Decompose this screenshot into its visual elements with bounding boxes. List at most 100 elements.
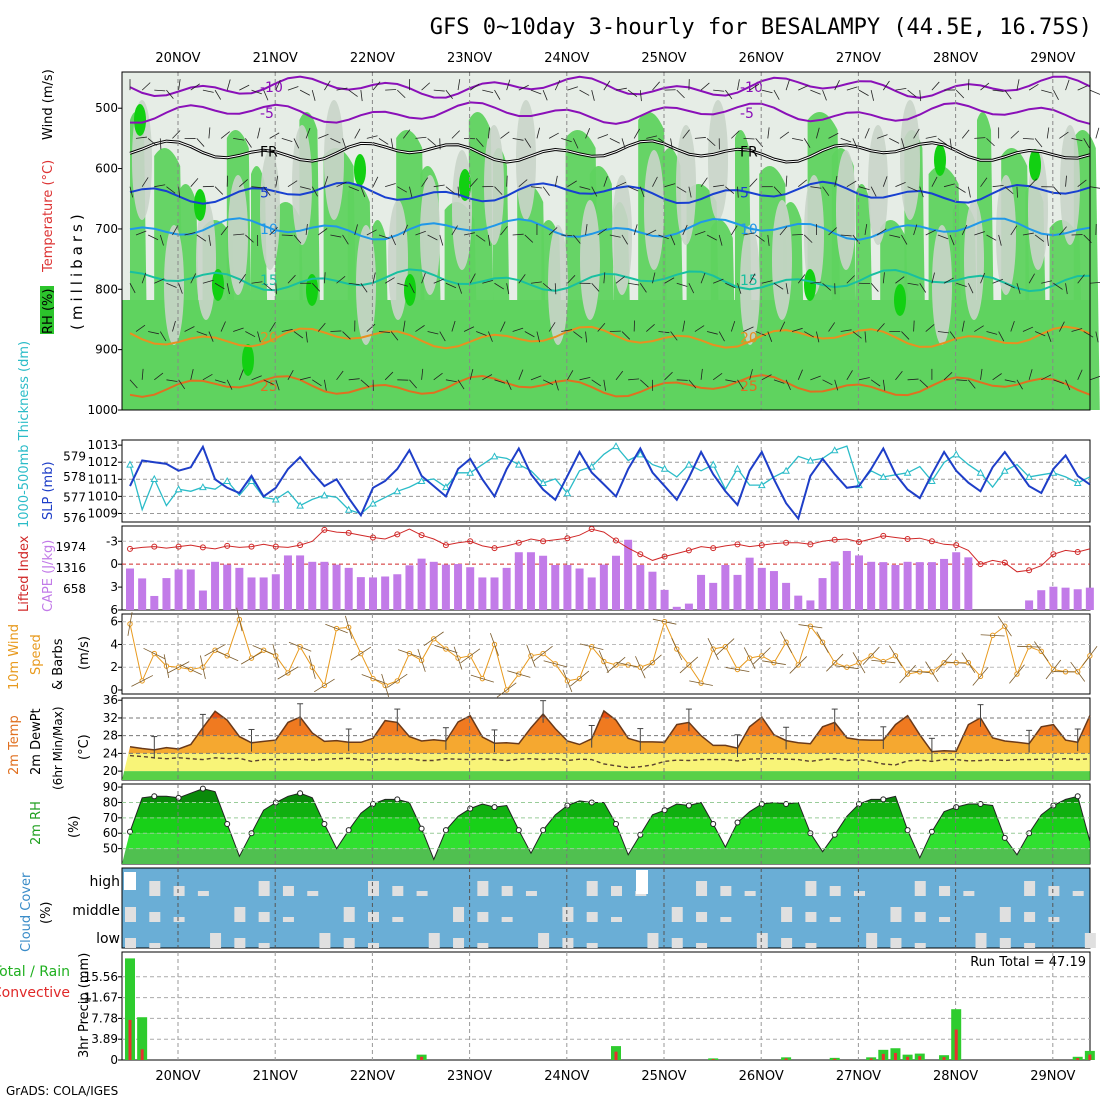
wind-barb bbox=[469, 273, 476, 284]
wind-barb bbox=[1059, 321, 1065, 332]
wind-barb bbox=[236, 607, 243, 632]
precip-conv-bar bbox=[918, 1056, 922, 1060]
wind-barb bbox=[342, 234, 349, 245]
wind-barb bbox=[834, 80, 840, 91]
wind-barb bbox=[664, 371, 673, 381]
cloud-bar bbox=[890, 907, 902, 922]
footer-credit: GrADS: COLA/IGES bbox=[6, 1084, 118, 1098]
wind-barb bbox=[1089, 89, 1100, 95]
wind-barb bbox=[220, 321, 226, 332]
bottom-date-label: 24NOV bbox=[544, 1069, 589, 1084]
cape-bar bbox=[235, 567, 244, 610]
wind-barb bbox=[949, 234, 955, 246]
thickness-point bbox=[320, 491, 329, 499]
wind-barb bbox=[943, 372, 953, 381]
cape-bar bbox=[636, 565, 645, 610]
wind-barb bbox=[895, 276, 905, 284]
wind-barb bbox=[336, 276, 346, 284]
cloud-bar bbox=[368, 881, 379, 896]
tick-label: 80 bbox=[103, 795, 118, 809]
wind-ylabel-1: 10m Wind bbox=[7, 624, 22, 690]
wind-barb bbox=[676, 89, 685, 99]
wind-barb bbox=[178, 283, 183, 294]
thickness-point bbox=[490, 452, 499, 460]
rh-point bbox=[661, 807, 668, 814]
wind-barb bbox=[1046, 127, 1050, 139]
li-point bbox=[758, 542, 765, 549]
wind-barb bbox=[925, 661, 939, 683]
wind-barb bbox=[1034, 331, 1046, 337]
tick-label: 6 bbox=[110, 615, 118, 629]
wind-barb bbox=[409, 283, 415, 294]
li-point bbox=[151, 543, 158, 550]
wind-barb bbox=[1065, 175, 1067, 187]
wind-barb bbox=[345, 615, 353, 640]
wind-barb bbox=[360, 186, 366, 198]
wind-barb bbox=[718, 234, 723, 246]
wind-barb bbox=[500, 131, 510, 139]
wind-barb bbox=[415, 136, 427, 139]
wind-barb bbox=[451, 225, 458, 236]
cape-bar bbox=[211, 561, 220, 610]
wind-barb bbox=[749, 369, 753, 380]
contour-label: 10 bbox=[260, 222, 278, 238]
wind-barb bbox=[852, 331, 862, 339]
wind-barb bbox=[208, 127, 211, 139]
rh-point bbox=[734, 819, 741, 826]
wind-barb bbox=[1041, 374, 1052, 381]
wind-barb bbox=[342, 138, 347, 149]
wind-barb bbox=[707, 638, 719, 660]
cape-bar bbox=[417, 558, 426, 610]
wind-barb bbox=[554, 379, 559, 391]
rh-high-patch bbox=[459, 169, 471, 201]
wind-barb bbox=[1045, 659, 1062, 680]
wind-barb bbox=[633, 224, 638, 236]
wind-barb bbox=[725, 282, 736, 289]
wind-barb bbox=[469, 178, 478, 187]
wind-barb bbox=[202, 373, 213, 381]
li-point bbox=[564, 535, 571, 542]
cloud-bar bbox=[343, 907, 355, 922]
wind-barb bbox=[913, 128, 920, 139]
wind-barb bbox=[743, 647, 756, 669]
cape-bar bbox=[672, 606, 681, 610]
cloud-bar bbox=[1024, 943, 1036, 948]
wind-barb bbox=[737, 283, 742, 294]
thickness-point bbox=[733, 464, 742, 472]
cloud-bar bbox=[963, 891, 975, 896]
rh-gray-patch bbox=[548, 225, 568, 345]
wind-barb bbox=[524, 138, 532, 148]
cape-tick-label: 1974 bbox=[55, 540, 86, 554]
wind-barb bbox=[190, 369, 194, 380]
rh-high-patch bbox=[404, 274, 416, 306]
cloud-bar bbox=[1048, 886, 1060, 896]
wind-barb bbox=[159, 331, 167, 342]
wind-barb bbox=[658, 138, 668, 145]
wind-barb bbox=[1089, 375, 1100, 381]
wind-barb bbox=[797, 369, 803, 380]
wind-barb bbox=[324, 379, 327, 391]
rh-point bbox=[831, 831, 838, 838]
thickness-tick-label: 577 bbox=[63, 490, 86, 504]
wind-barb bbox=[1083, 138, 1090, 149]
wind-barb bbox=[882, 80, 890, 91]
wind-barb bbox=[706, 234, 717, 241]
wind-barb bbox=[961, 652, 976, 673]
wind-barb bbox=[220, 226, 229, 236]
bottom-date-label: 20NOV bbox=[155, 1069, 200, 1084]
thickness-point bbox=[903, 468, 912, 476]
tick-label: 4 bbox=[110, 637, 118, 651]
thickness-point bbox=[344, 505, 353, 513]
cape-tick-label: 658 bbox=[63, 582, 86, 596]
cloud-bar bbox=[696, 881, 708, 896]
thickness-point bbox=[1073, 479, 1082, 487]
slp-ylabel: SLP (mb) bbox=[41, 461, 56, 520]
wind-barb bbox=[1034, 234, 1045, 242]
thickness-point bbox=[612, 442, 620, 450]
wind-barb bbox=[1095, 127, 1100, 139]
wind-barb bbox=[573, 234, 581, 244]
wind-barb bbox=[1041, 89, 1052, 94]
wind-barb bbox=[974, 231, 985, 236]
wind-barb bbox=[712, 373, 723, 381]
wind-barb bbox=[858, 377, 870, 381]
